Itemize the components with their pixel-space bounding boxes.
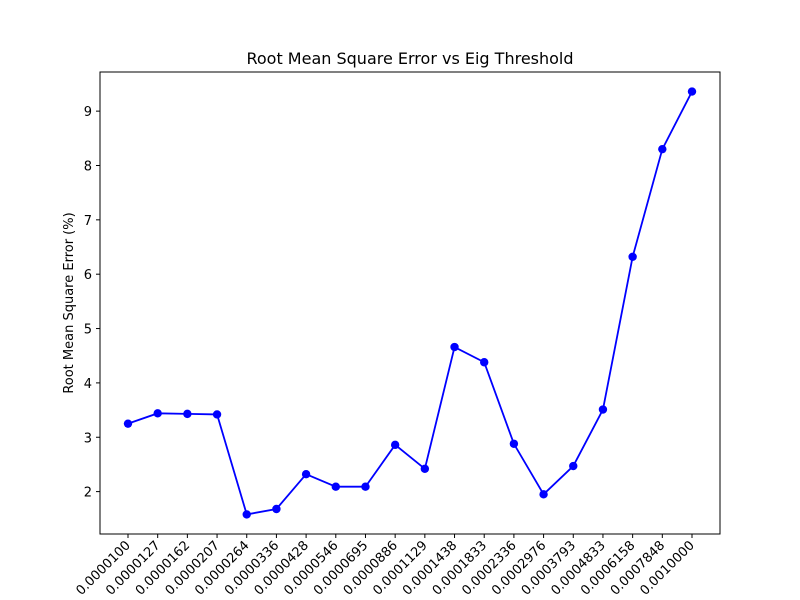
- data-point: [509, 439, 519, 448]
- plot-area: [99, 71, 721, 535]
- data-point: [480, 358, 489, 367]
- y-tick-label: 4: [84, 377, 92, 392]
- data-point: [687, 87, 697, 96]
- data-point: [658, 144, 667, 154]
- data-point: [123, 419, 133, 428]
- data-point: [183, 409, 192, 419]
- data-point: [539, 490, 548, 499]
- y-tick-label: 6: [84, 268, 92, 283]
- data-point: [569, 461, 578, 471]
- data-point: [390, 440, 400, 450]
- data-point: [628, 252, 637, 261]
- y-tick-label: 9: [84, 105, 92, 120]
- series-line: [127, 91, 693, 516]
- data-point: [420, 464, 430, 473]
- data-point: [153, 409, 162, 418]
- y-axis: 2 3 4 5 6 7 8 9: [84, 105, 100, 501]
- data-point: [331, 482, 340, 491]
- data-point: [598, 405, 608, 414]
- y-axis-label: Root Mean Square Error (%): [62, 212, 77, 393]
- y-tick-label: 2: [84, 486, 92, 501]
- x-axis: 0.00001000.00001270.00001620.00002070.00…: [74, 534, 698, 599]
- data-point: [450, 342, 459, 352]
- y-tick-label: 8: [84, 159, 92, 174]
- data-point: [361, 482, 370, 491]
- y-tick-label: 7: [84, 214, 92, 229]
- data-point: [212, 410, 222, 419]
- series-rmse: [123, 87, 697, 519]
- chart-title: Root Mean Square Error vs Eig Threshold: [246, 49, 573, 68]
- data-point: [272, 504, 281, 514]
- y-tick-label: 3: [84, 431, 92, 446]
- y-tick-label: 5: [84, 323, 92, 338]
- data-point: [301, 470, 311, 479]
- data-point: [242, 510, 251, 519]
